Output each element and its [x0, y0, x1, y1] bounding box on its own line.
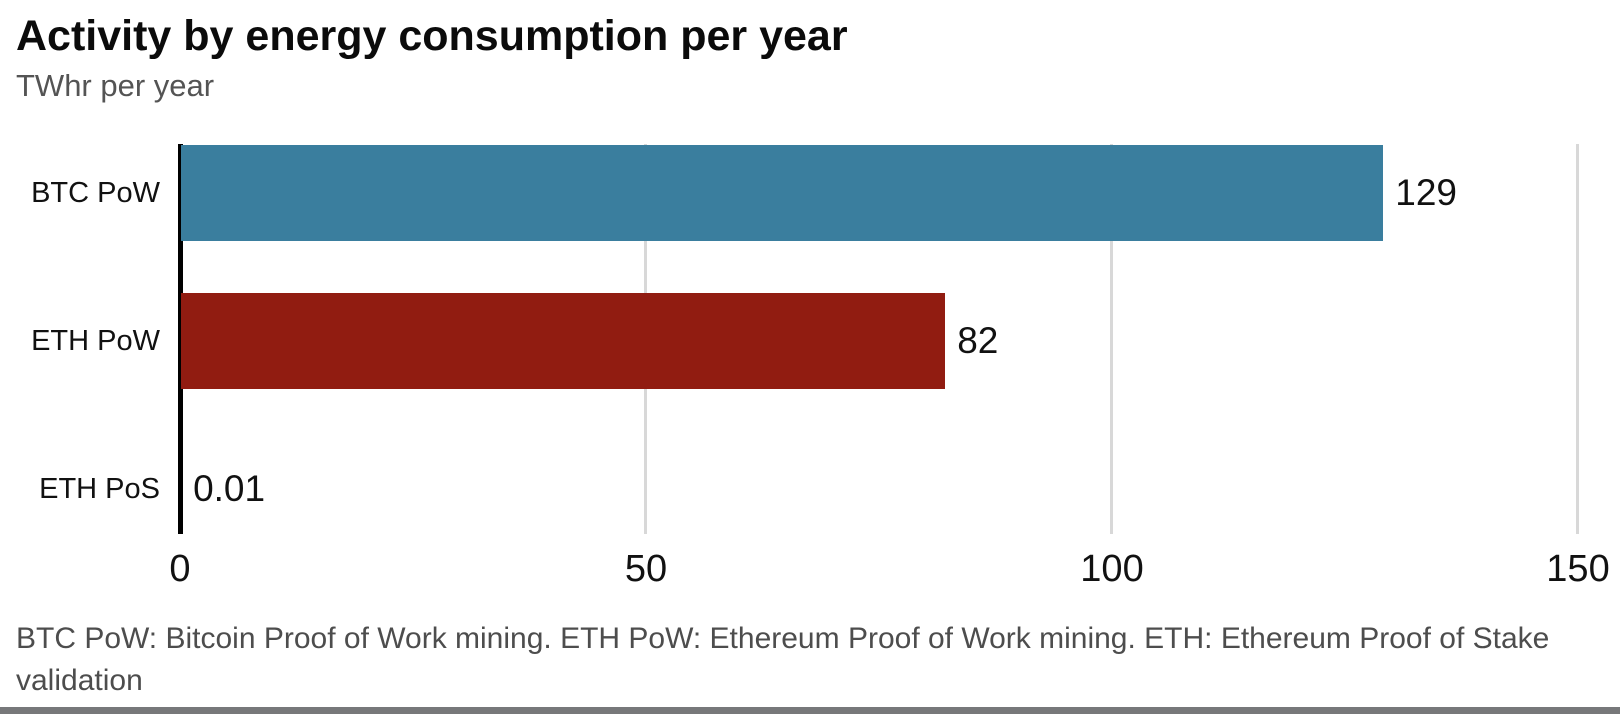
chart-footnote: BTC PoW: Bitcoin Proof of Work mining. E… [16, 622, 1550, 697]
bottom-rule [0, 707, 1620, 714]
category-label-btc-pow: BTC PoW [31, 177, 160, 209]
gridline-x-150 [1576, 144, 1579, 534]
plot-area: BTC PoW 129 ETH PoW 82 ETH PoS 0.01 [0, 144, 1624, 534]
value-label-eth-pos: 0.01 [193, 468, 266, 509]
y-axis-line [178, 144, 183, 534]
x-tick-label-0: 0 [169, 548, 191, 590]
category-label-eth-pos: ETH PoS [39, 473, 160, 505]
category-label-eth-pow: ETH PoW [31, 325, 160, 357]
value-label-eth-pow: 82 [957, 320, 999, 361]
value-label-btc-pow: 129 [1395, 172, 1457, 213]
bar-eth-pow [181, 293, 946, 389]
chart-subtitle: TWhr per year [16, 68, 215, 103]
x-tick-label-50: 50 [624, 548, 668, 590]
chart-title: Activity by energy consumption per year [16, 12, 848, 60]
x-tick-label-100: 100 [1080, 548, 1144, 590]
x-tick-label-150: 150 [1546, 548, 1610, 590]
gridline-x-100 [1110, 144, 1113, 534]
bar-btc-pow [181, 145, 1384, 241]
